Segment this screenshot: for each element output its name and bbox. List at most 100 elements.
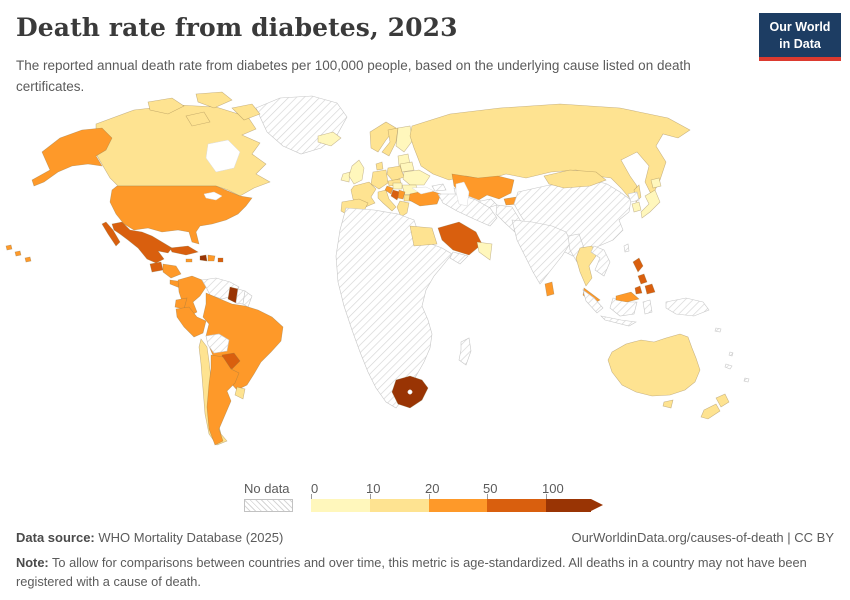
country-guatemala[interactable]: Guatemala <box>149 261 164 273</box>
country-ireland[interactable]: Ireland <box>340 171 351 183</box>
country-sri-lanka[interactable]: Sri Lanka <box>544 281 555 297</box>
country-india[interactable]: India <box>511 219 572 285</box>
country-greenland[interactable]: Greenland <box>255 95 348 155</box>
country-indochina[interactable]: Vietnam / Laos / Cambodia <box>590 245 611 277</box>
country-finland[interactable]: Finland <box>395 125 414 153</box>
country-bolivia[interactable]: Bolivia <box>205 333 230 354</box>
country-uk[interactable]: United Kingdom <box>348 159 365 185</box>
country-new-caledonia[interactable]: New Caledonia <box>724 363 733 370</box>
legend-segment-50-100[interactable] <box>487 499 546 512</box>
water-overlays <box>203 139 470 395</box>
world-map: GreenlandCanadaCanadian Arctic islandsUn… <box>5 91 750 446</box>
country-fiji[interactable]: Fiji <box>743 377 750 383</box>
country-argentina[interactable]: Argentina <box>206 354 240 446</box>
country-hungary[interactable]: Hungary <box>392 182 403 190</box>
legend-arrow-cap <box>591 499 603 511</box>
country-hawaii[interactable]: United States (Hawaii) <box>5 244 32 263</box>
footer: Data source: WHO Mortality Database (202… <box>16 530 834 545</box>
legend-tick-label: 0 <box>311 481 319 496</box>
country-java[interactable]: Indonesia (Java) <box>600 315 637 327</box>
country-brazil[interactable]: Brazil <box>202 292 284 391</box>
country-belarus[interactable]: Belarus <box>399 161 415 173</box>
country-puerto-rico[interactable]: Puerto Rico <box>217 257 224 263</box>
country-alaska[interactable]: United States (Alaska) <box>31 127 113 187</box>
black-sea-water <box>411 186 435 195</box>
country-tasmania[interactable]: Australia (Tasmania) <box>662 399 674 409</box>
country-croatia[interactable]: Croatia <box>384 185 394 195</box>
chart-subtitle: The reported annual death rate from diab… <box>16 58 691 95</box>
country-mongolia[interactable]: Mongolia <box>543 169 607 189</box>
hudson-bay-water <box>205 139 241 173</box>
country-arctic-islands[interactable]: Canadian Arctic islands <box>147 91 261 127</box>
legend-tick-label: 100 <box>542 481 564 496</box>
country-japan-honshu[interactable]: Japan <box>640 189 661 219</box>
country-borneo[interactable]: Indonesia (Borneo) <box>609 297 638 317</box>
legend-no-data-label: No data <box>244 481 290 496</box>
country-sumatra[interactable]: Indonesia (Sumatra) <box>582 289 604 314</box>
country-iceland[interactable]: Iceland <box>317 131 342 147</box>
data-source-label: Data source: <box>16 530 95 545</box>
legend-tick <box>487 494 488 499</box>
country-usa[interactable]: United States <box>109 185 253 245</box>
owid-logo[interactable]: Our World in Data <box>759 13 841 61</box>
country-dominican-republic[interactable]: Dominican Republic <box>207 254 216 262</box>
country-south-korea[interactable]: South Korea <box>631 201 642 213</box>
country-vanuatu[interactable]: Vanuatu <box>728 351 734 357</box>
country-nz-north[interactable]: New Zealand (North Island) <box>715 393 730 408</box>
owid-logo-line2: in Data <box>779 36 821 51</box>
countries-layer: GreenlandCanadaCanadian Arctic islandsUn… <box>5 91 750 446</box>
legend-segment-100+[interactable] <box>546 499 591 512</box>
country-japan-hokkaido[interactable]: Japan (Hokkaido) <box>650 177 662 189</box>
legend-tick <box>429 494 430 499</box>
country-malaysia-borneo[interactable]: Malaysia (Borneo) <box>615 291 640 303</box>
legend-segment-20-50[interactable] <box>429 499 487 512</box>
country-australia[interactable]: Australia <box>607 333 701 397</box>
legend-segment-10-20[interactable] <box>370 499 429 512</box>
country-honduras-nicaragua[interactable]: Honduras / Nicaragua <box>162 263 182 279</box>
country-peru[interactable]: Peru <box>175 306 207 338</box>
country-germany[interactable]: Germany <box>370 169 389 190</box>
country-north-korea[interactable]: North Korea <box>627 191 640 203</box>
country-yemen[interactable]: Yemen <box>449 251 469 265</box>
country-egypt[interactable]: Egypt <box>409 225 438 247</box>
legend-tick-row: 0 10 20 50 100 <box>311 481 621 499</box>
country-chile[interactable]: Chile <box>198 338 228 446</box>
lesotho-cutout <box>407 389 413 395</box>
country-caucasus[interactable]: Caucasus <box>431 183 447 192</box>
country-oman[interactable]: Oman / UAE <box>476 241 493 261</box>
country-sulawesi[interactable]: Indonesia (Sulawesi) <box>642 299 653 315</box>
country-uruguay[interactable]: Uruguay <box>234 386 246 400</box>
footnote: Note: To allow for comparisons between c… <box>16 553 836 591</box>
country-denmark[interactable]: Denmark <box>375 161 384 171</box>
legend-color-bar <box>311 499 591 512</box>
legend-tick-label: 10 <box>366 481 381 496</box>
credit-link[interactable]: OurWorldinData.org/causes-of-death | CC … <box>571 530 834 545</box>
page-title: Death rate from diabetes, 2023 <box>16 13 458 42</box>
legend-tick <box>370 494 371 499</box>
country-haiti[interactable]: Haiti <box>199 254 208 262</box>
country-philippines[interactable]: Philippines <box>632 257 656 295</box>
country-ukraine[interactable]: Ukraine <box>402 169 431 186</box>
country-solomon-islands[interactable]: Solomon Islands <box>714 327 722 333</box>
country-greece[interactable]: Greece <box>396 200 410 218</box>
country-nz-south[interactable]: New Zealand (South Island) <box>700 403 721 420</box>
country-baja[interactable]: Mexico (Baja) <box>101 221 121 247</box>
country-french-guiana[interactable]: French Guiana <box>242 290 253 308</box>
country-bosnia[interactable]: Bosnia and Herzegovina <box>390 189 401 201</box>
legend-segment-0-10[interactable] <box>311 499 370 512</box>
country-cuba[interactable]: Cuba <box>169 245 199 256</box>
note-text: To allow for comparisons between countri… <box>16 555 807 590</box>
owid-logo-line1: Our World <box>769 20 831 34</box>
country-italy[interactable]: Italy <box>377 189 397 212</box>
country-madagascar[interactable]: Madagascar <box>458 337 472 366</box>
country-taiwan[interactable]: Taiwan <box>623 243 630 253</box>
legend-tick <box>546 494 547 499</box>
country-new-guinea[interactable]: Papua New Guinea <box>665 297 710 317</box>
country-saudi-arabia[interactable]: Saudi Arabia <box>437 221 483 256</box>
country-jamaica[interactable]: Jamaica <box>185 258 193 263</box>
legend-no-data-swatch[interactable] <box>244 499 293 512</box>
country-serbia[interactable]: Serbia <box>397 189 406 200</box>
great-lakes-water <box>203 191 223 201</box>
note-label: Note: <box>16 555 49 570</box>
country-mexico[interactable]: Mexico <box>111 221 173 264</box>
